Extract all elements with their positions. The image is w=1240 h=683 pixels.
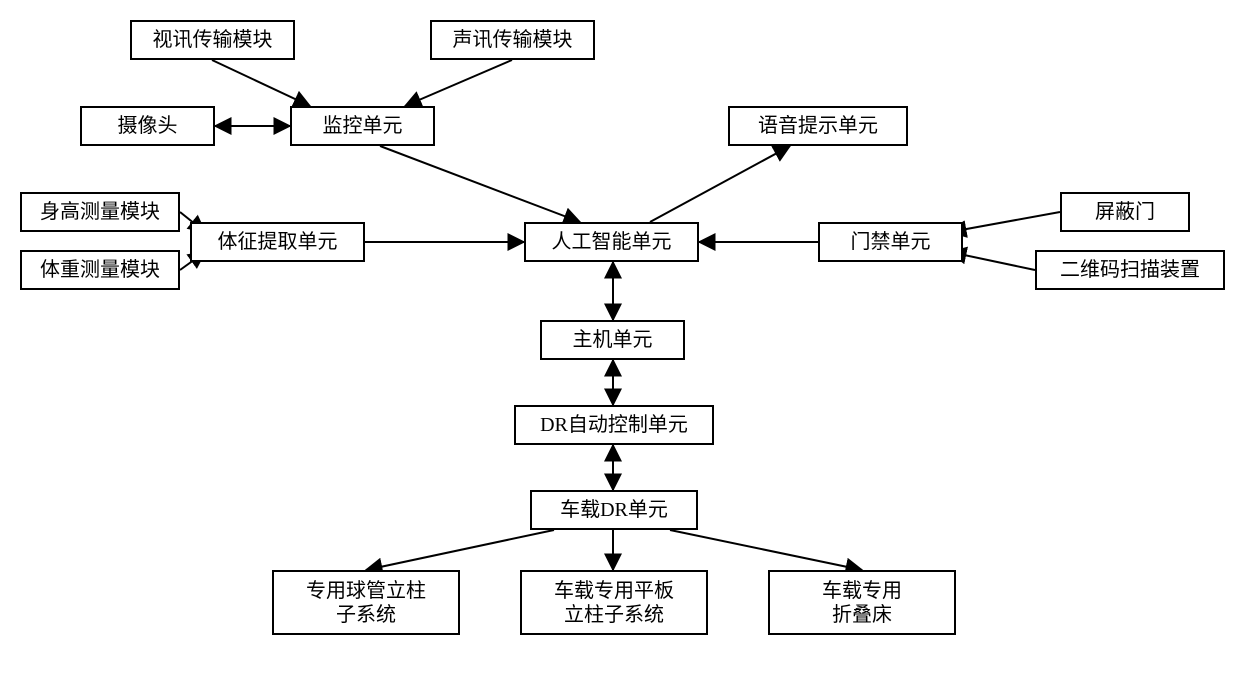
- node-voice_unit: 语音提示单元: [728, 106, 908, 146]
- node-camera: 摄像头: [80, 106, 215, 146]
- edge-dr_vehicle_unit-tube_column: [366, 530, 554, 570]
- node-audio_module: 声讯传输模块: [430, 20, 595, 60]
- node-monitor_unit: 监控单元: [290, 106, 435, 146]
- node-weight_module: 体重测量模块: [20, 250, 180, 290]
- node-dr_auto_unit: DR自动控制单元: [514, 405, 714, 445]
- edge-video_module-monitor_unit: [212, 60, 310, 106]
- node-panel_column: 车载专用平板 立柱子系统: [520, 570, 708, 635]
- node-tube_column: 专用球管立柱 子系统: [272, 570, 460, 635]
- node-shield_door: 屏蔽门: [1060, 192, 1190, 232]
- node-height_module: 身高测量模块: [20, 192, 180, 232]
- node-video_module: 视讯传输模块: [130, 20, 295, 60]
- edge-ai_unit-voice_unit: [650, 146, 790, 222]
- edge-audio_module-monitor_unit: [405, 60, 512, 106]
- node-dr_vehicle_unit: 车载DR单元: [530, 490, 698, 530]
- node-fold_bed: 车载专用 折叠床: [768, 570, 956, 635]
- node-host_unit: 主机单元: [540, 320, 685, 360]
- edge-monitor_unit-ai_unit: [380, 146, 580, 222]
- edge-shield_door-access_unit: [950, 212, 1060, 232]
- node-access_unit: 门禁单元: [818, 222, 963, 262]
- edge-dr_vehicle_unit-fold_bed: [670, 530, 862, 570]
- node-qr_scanner: 二维码扫描装置: [1035, 250, 1225, 290]
- node-ai_unit: 人工智能单元: [524, 222, 699, 262]
- node-feature_unit: 体征提取单元: [190, 222, 365, 262]
